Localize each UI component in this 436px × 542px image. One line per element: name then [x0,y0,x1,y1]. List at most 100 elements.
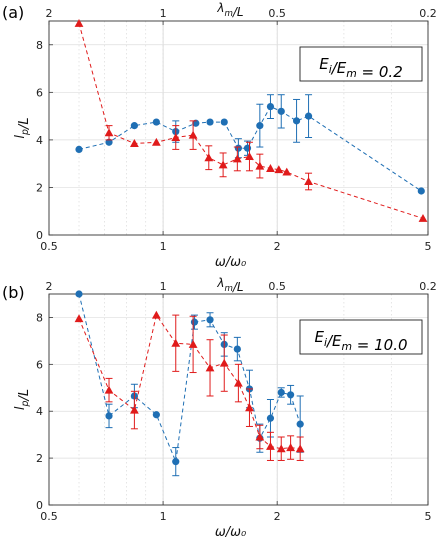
data-point-triangle [171,133,181,142]
top-axis-label: λm/L [216,1,243,19]
x-tick-label: 5 [425,240,432,253]
x-axis-label: ω/ω₀ [215,525,247,540]
chart-panel-1: 0.5 1 2 5 0 2 4 6 8 2 1 0.5 0.2 [36,7,436,253]
data-point-circle [220,118,228,126]
data-point-circle [266,103,275,111]
y-tick-label: 6 [36,358,43,371]
series-triangle [74,310,305,461]
data-point-circle [206,118,214,126]
data-point-circle [287,391,295,399]
top-axis-label: λm/L [216,276,243,294]
y-axis-label: lp/L [13,389,32,410]
data-point-triangle [245,403,254,412]
data-point-circle [152,411,160,419]
data-point-triangle [266,441,275,450]
data-point-triangle [104,128,114,137]
annotation-text: Ei/Em = 10.0 [314,328,407,354]
top-tick-label: 1 [160,280,167,293]
top-tick-label: 2 [46,280,53,293]
data-point-triangle [74,18,84,27]
data-point-triangle [276,444,286,453]
y-tick-label: 2 [36,181,43,194]
data-point-circle [206,316,214,324]
data-point-triangle [151,310,161,319]
x-tick-label: 2 [274,510,281,523]
data-point-triangle [286,443,296,452]
data-point-triangle [245,152,254,161]
annotation-text: Ei/Em = 0.2 [319,55,403,81]
data-point-triangle [295,444,305,453]
data-point-circle [152,118,160,126]
y-tick-label: 8 [36,311,43,324]
data-point-circle [190,318,199,326]
data-point-triangle [282,167,292,176]
y-tick-label: 4 [36,405,43,418]
data-point-triangle [274,165,284,174]
annotation-box [299,46,423,82]
x-tick-label: 5 [425,510,432,523]
data-point-triangle [418,213,428,222]
top-tick-label: 0.5 [268,280,286,293]
data-point-circle [192,119,200,127]
y-tick-label: 0 [36,229,43,242]
data-point-triangle [266,164,275,172]
top-tick-label: 2 [46,7,53,20]
data-point-circle [233,345,241,353]
data-point-triangle [219,358,229,367]
y-tick-label: 8 [36,39,43,52]
data-point-circle [277,388,285,397]
x-tick-label: 2 [274,240,281,253]
data-point-triangle [304,177,313,186]
data-point-circle [266,414,275,422]
y-tick-label: 4 [36,134,43,147]
data-point-triangle [188,340,198,348]
annotation-box [299,319,423,355]
data-point-triangle [255,161,265,170]
data-point-circle [292,117,301,125]
data-point-circle [105,412,113,420]
data-point-triangle [74,314,84,323]
panel-label: (b) [2,283,25,302]
y-tick-label: 0 [36,499,43,512]
x-tick-label: 1 [160,510,167,523]
y-axis-label: lp/L [13,117,32,138]
data-point-circle [75,290,83,298]
data-point-triangle [232,154,242,163]
series-line [78,23,424,219]
series-triangle [74,18,428,222]
data-point-circle [105,138,113,146]
data-point-circle [172,458,180,466]
data-point-triangle [171,338,181,347]
data-point-triangle [255,432,265,441]
data-point-triangle [129,139,139,147]
data-point-circle [234,144,242,152]
data-point-triangle [104,385,114,394]
data-point-triangle [129,405,139,414]
data-point-triangle [205,363,215,372]
x-tick-label: 0.5 [40,240,58,253]
data-point-triangle [188,130,198,139]
top-tick-label: 0.5 [268,7,286,20]
data-point-circle [417,187,425,195]
y-tick-label: 6 [36,86,43,99]
chart-panel-2: 0.5 1 2 5 0 2 4 6 8 2 1 0.5 0.2 [36,280,436,523]
top-tick-label: 0.2 [419,7,436,20]
data-point-triangle [233,378,243,387]
top-tick-label: 0.2 [419,280,436,293]
data-point-circle [277,107,285,115]
plot-frame [48,20,429,236]
data-point-circle [75,145,83,153]
plot-frame [48,293,429,506]
data-point-triangle [204,153,214,162]
data-point-circle [243,144,252,152]
series-line [78,105,422,192]
x-axis-label: ω/ω₀ [215,255,247,270]
panel-label: (a) [2,3,24,22]
data-point-triangle [218,160,228,169]
y-tick-label: 2 [36,452,43,465]
data-point-circle [296,420,304,428]
data-point-circle [256,122,264,130]
data-point-circle [130,122,138,130]
data-point-circle [304,112,313,120]
